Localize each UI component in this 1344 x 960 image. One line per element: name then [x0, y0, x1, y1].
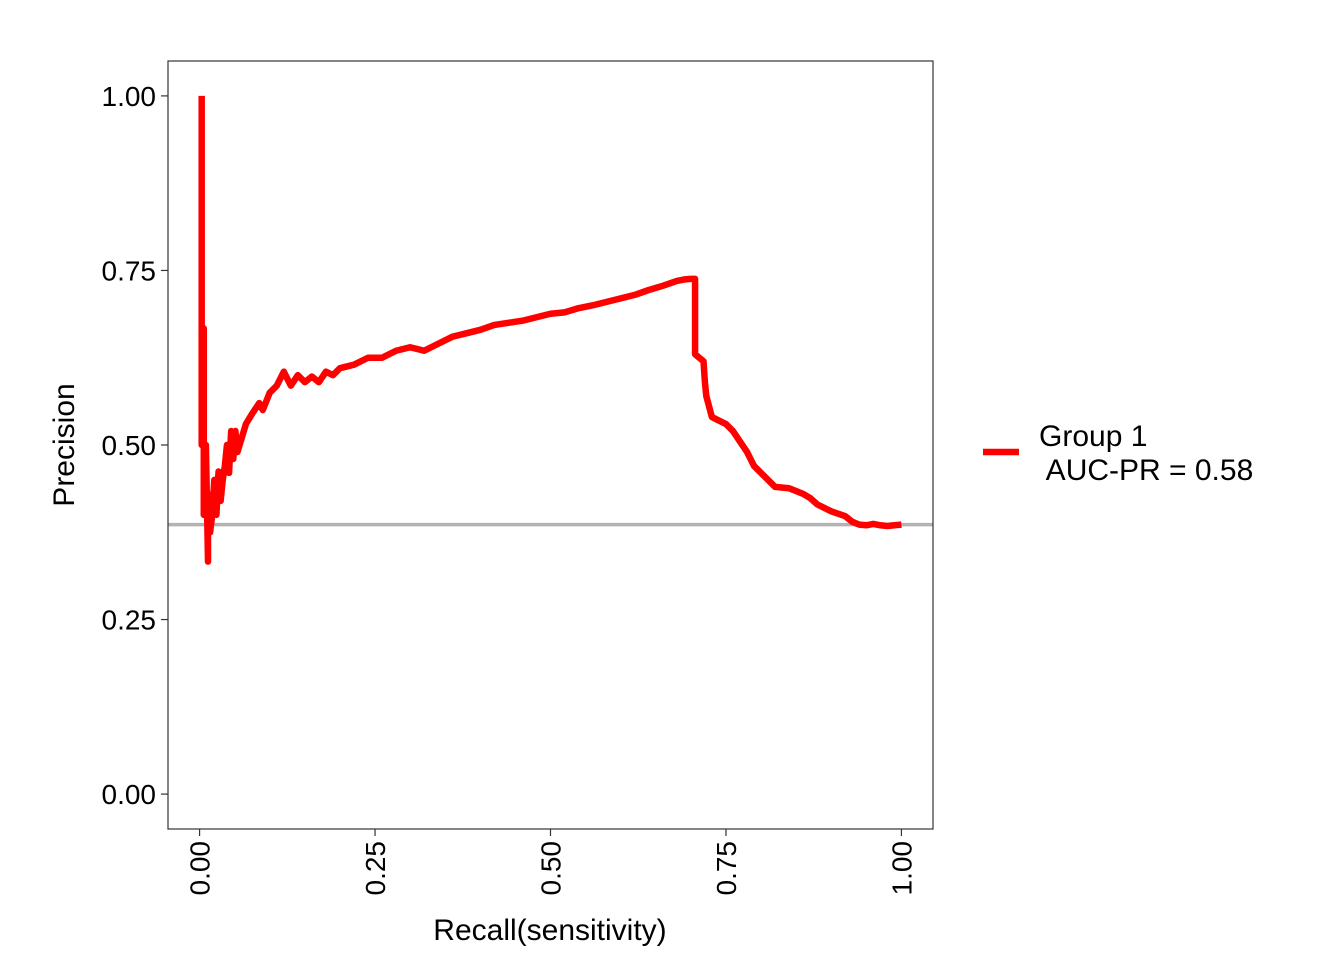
y-axis: 0.00 0.25 0.50 0.75 1.00	[102, 81, 168, 810]
x-tick-label: 1.00	[886, 841, 917, 896]
x-axis-title: Recall(sensitivity)	[433, 914, 666, 947]
y-tick-label: 0.25	[102, 605, 157, 636]
y-axis-title: Precision	[48, 383, 81, 506]
x-tick-label: 0.75	[711, 841, 742, 896]
legend: Group 1 AUC-PR = 0.58	[983, 420, 1253, 487]
y-tick-label: 0.00	[102, 779, 157, 810]
x-axis: 0.00 0.25 0.50 0.75 1.00	[185, 829, 917, 896]
y-tick-label: 0.50	[102, 430, 157, 461]
plot-area	[168, 95, 933, 565]
legend-label-line: AUC-PR = 0.58	[1039, 454, 1253, 487]
x-tick-label: 0.25	[360, 841, 391, 896]
x-tick-label: 0.50	[536, 841, 567, 896]
y-tick-label: 0.75	[102, 255, 157, 286]
series-line-group-1	[198, 95, 902, 565]
plot-background	[168, 61, 933, 829]
legend-label-group-1: Group 1 AUC-PR = 0.58	[1039, 420, 1253, 487]
legend-label-line: Group 1	[1039, 420, 1147, 453]
x-tick-label: 0.00	[185, 841, 216, 896]
y-tick-label: 1.00	[102, 81, 157, 112]
